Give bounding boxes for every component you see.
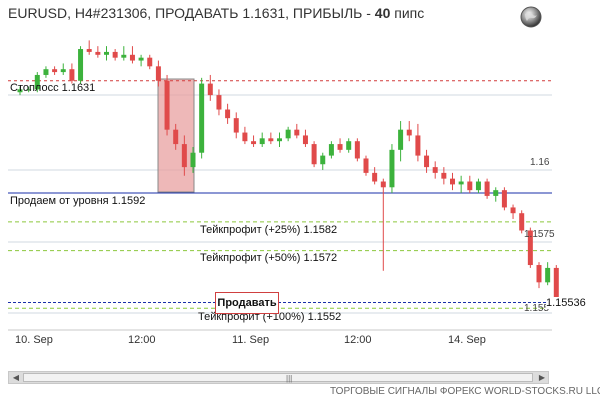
candle-down <box>536 265 542 283</box>
candle-down <box>501 190 507 208</box>
candle-down <box>424 155 430 168</box>
tp50-label: Тейкпрофит (+50%) 1.1572 <box>200 252 338 264</box>
candle-down <box>233 118 239 133</box>
scroll-right-icon[interactable]: ▶ <box>538 373 546 382</box>
candle-down <box>69 69 75 81</box>
price-tick-2: 1.1575 <box>524 229 555 240</box>
candle-up <box>389 149 395 188</box>
candle-down <box>432 167 438 173</box>
date-tick-1: 12:00 <box>128 334 156 346</box>
candle-up <box>78 49 84 81</box>
candle-up <box>26 89 32 91</box>
scroll-left-icon[interactable]: ◀ <box>12 373 20 382</box>
profit-value: 40 <box>374 5 391 21</box>
candle-down <box>294 129 300 136</box>
candle-down <box>251 141 257 145</box>
candle-down <box>380 181 386 188</box>
date-tick-3: 12:00 <box>344 334 372 346</box>
candle-down <box>225 109 231 119</box>
candle-down <box>216 95 222 110</box>
candle-down <box>268 138 274 142</box>
sell-button[interactable]: Продавать <box>215 292 279 314</box>
candle-down <box>510 207 516 214</box>
candle-down <box>173 129 179 145</box>
candle-down <box>372 172 378 182</box>
candle-up <box>475 181 481 191</box>
candle-up <box>398 129 404 150</box>
grid <box>8 94 552 331</box>
candle-down <box>302 135 308 145</box>
candle-down <box>450 178 455 185</box>
profit-unit: пипс <box>390 5 425 21</box>
candle-up <box>104 51 109 55</box>
horizontal-scrollbar[interactable]: ◀ ||| ▶ <box>8 371 549 384</box>
candle-down <box>553 267 559 303</box>
candle-up <box>320 155 326 165</box>
globe-icon[interactable] <box>520 6 542 28</box>
candle-down <box>52 69 58 73</box>
chart-title: EURUSD, H4#231306, ПРОДАВАТЬ 1.1631, ПРИ… <box>8 5 424 21</box>
stop-loss-label: Стоплосс 1.1631 <box>10 82 96 94</box>
candle-up <box>60 69 66 73</box>
candle-down <box>129 54 135 61</box>
candle-down <box>242 132 248 142</box>
price-tick-3: 1.155 <box>524 303 550 314</box>
candle-down <box>86 49 92 52</box>
candle-down <box>164 80 170 130</box>
title-prefix: EURUSD, H4#231306, ПРОДАВАТЬ 1.1631, ПРИ… <box>8 5 375 21</box>
date-tick-0: 10. Sep <box>15 334 53 346</box>
candle-down <box>207 83 213 96</box>
candle-down <box>155 66 161 81</box>
candle-down <box>147 57 153 67</box>
price-tick-1: 1.16 <box>530 157 550 168</box>
date-tick-4: 14. Sep <box>448 334 486 346</box>
candle-up <box>458 181 464 185</box>
candle-down <box>112 51 118 58</box>
candle-down <box>406 129 412 136</box>
scroll-thumb[interactable]: ||| <box>23 373 533 383</box>
candle-up <box>545 267 551 283</box>
candle-up <box>346 141 352 150</box>
tp100-label: Тейкпрофит (+100%) 1.1552 <box>198 311 342 323</box>
candle-up <box>190 152 196 168</box>
candles <box>17 40 559 309</box>
candle-down <box>337 144 343 150</box>
candle-up <box>138 57 144 61</box>
candle-down <box>484 181 490 196</box>
candle-up <box>285 129 291 139</box>
candle-down <box>519 213 525 231</box>
last-price-label: 1.15536 <box>546 297 586 309</box>
candle-up <box>277 138 282 142</box>
candle-down <box>527 230 533 266</box>
date-tick-2: 11. Sep <box>232 334 270 346</box>
candle-down <box>441 172 447 179</box>
candle-down <box>415 135 421 156</box>
candle-down <box>95 51 101 55</box>
candle-down <box>467 181 473 191</box>
candle-up <box>17 89 23 93</box>
footer-credit: ТОРГОВЫЕ СИГНАЛЫ ФОРЕКС WORLD-STOCKS.RU … <box>330 386 600 397</box>
candle-up <box>493 190 499 196</box>
scroll-grip-icon: ||| <box>286 374 293 383</box>
sell-level-label: Продаем от уровня 1.1592 <box>10 195 146 207</box>
candle-up <box>121 54 127 58</box>
candle-down <box>363 158 369 173</box>
candle-up <box>34 74 40 90</box>
candle-down <box>181 144 187 168</box>
candle-up <box>328 144 334 156</box>
candle-down <box>354 141 360 159</box>
tp25-label: Тейкпрофит (+25%) 1.1582 <box>200 224 338 236</box>
candle-up <box>199 83 205 153</box>
candle-up <box>259 138 265 145</box>
candle-up <box>43 69 49 75</box>
candle-down <box>311 144 317 165</box>
